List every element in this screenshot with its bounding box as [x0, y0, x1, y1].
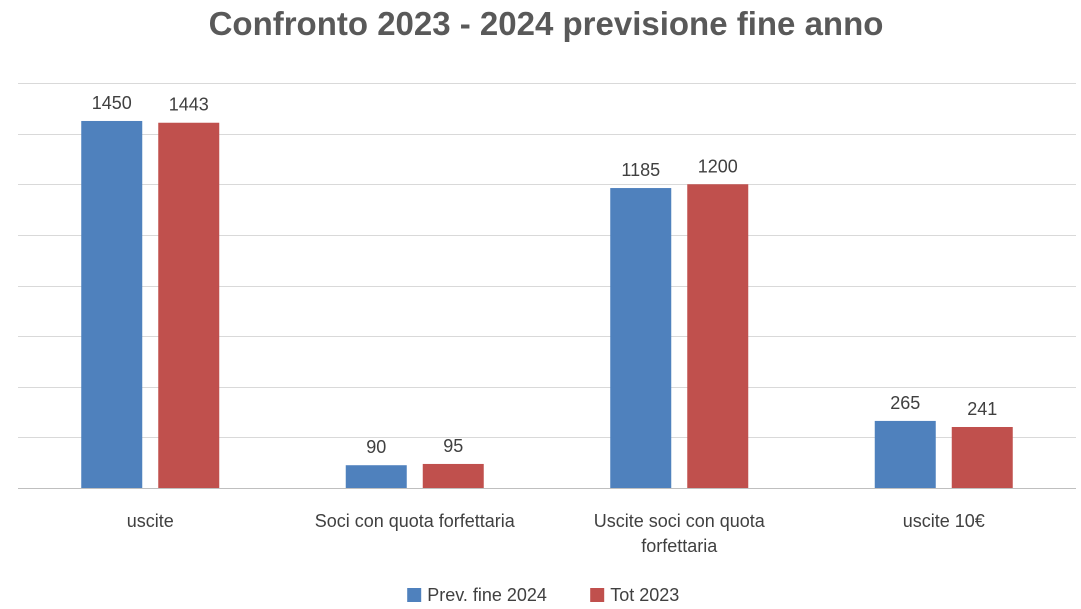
- category-label: Uscite soci con quota: [594, 511, 766, 531]
- category-axis: uscite Soci con quota forfettaria Uscite s…: [127, 511, 985, 556]
- legend-swatch: [590, 588, 605, 602]
- data-label: 1200: [698, 156, 738, 176]
- data-label: 241: [967, 399, 997, 419]
- legend-label: Tot 2023: [610, 585, 679, 605]
- data-labels: 1450 1443 90 95 1185 1200 265 241: [92, 93, 998, 457]
- bar: [81, 120, 143, 488]
- bar: [422, 463, 484, 488]
- data-label: 1185: [621, 160, 660, 180]
- legend-swatch: [407, 588, 422, 602]
- category-label: uscite 10€: [903, 511, 985, 531]
- bars: [81, 120, 1013, 488]
- data-label: 90: [366, 437, 386, 457]
- category-label: uscite: [127, 511, 174, 531]
- chart-title: Confronto 2023 - 2024 previsione fine an…: [209, 5, 884, 42]
- data-label: 95: [443, 436, 463, 456]
- bar: [874, 420, 936, 488]
- data-label: 1450: [92, 93, 132, 113]
- category-label: Soci con quota forfettaria: [315, 511, 516, 531]
- legend-label: Prev. fine 2024: [427, 585, 547, 605]
- bar: [158, 122, 220, 488]
- bar: [687, 184, 749, 488]
- bar: [610, 188, 672, 488]
- category-label: forfettaria: [641, 536, 718, 556]
- bar: [951, 426, 1013, 488]
- data-label: 265: [890, 393, 920, 413]
- legend: Prev. fine 2024 Tot 2023: [407, 585, 679, 605]
- bar: [345, 465, 407, 488]
- data-label: 1443: [169, 95, 209, 115]
